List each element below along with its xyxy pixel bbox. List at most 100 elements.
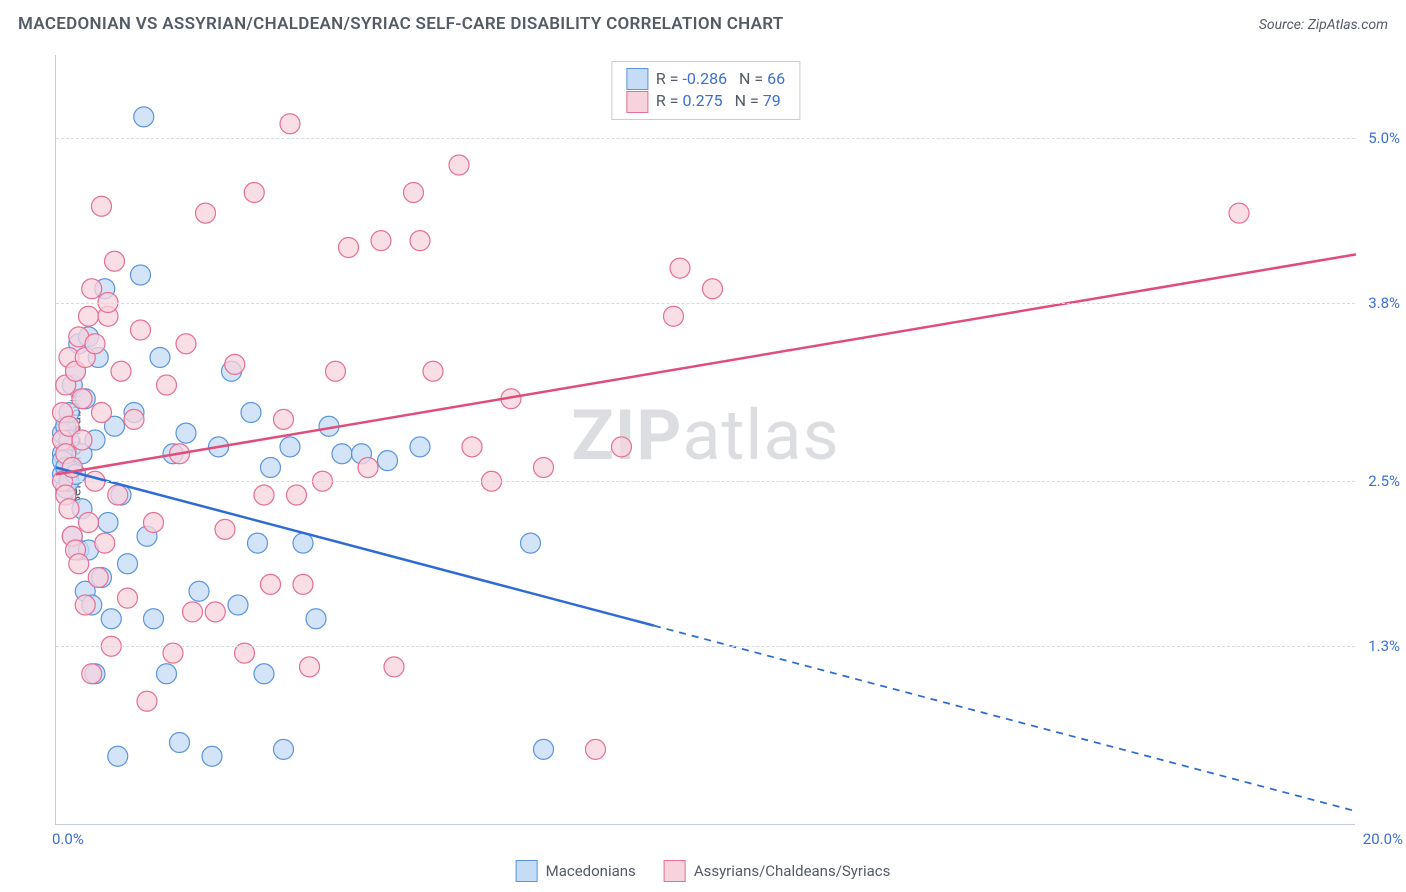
- series-legend-item: Assyrians/Chaldeans/Syriacs: [664, 860, 891, 882]
- data-point: [280, 114, 300, 134]
- gridline: [56, 481, 1355, 482]
- data-point: [215, 519, 235, 539]
- data-point: [59, 499, 79, 519]
- data-point: [228, 595, 248, 615]
- data-point: [170, 733, 190, 753]
- chart-svg: [56, 55, 1355, 824]
- data-point: [101, 609, 121, 629]
- data-point: [410, 437, 430, 457]
- data-point: [79, 306, 99, 326]
- source-label: Source: ZipAtlas.com: [1259, 17, 1388, 33]
- data-point: [664, 306, 684, 326]
- data-point: [92, 403, 112, 423]
- data-point: [703, 279, 723, 299]
- data-point: [339, 238, 359, 258]
- data-point: [92, 196, 112, 216]
- legend-swatch: [664, 860, 686, 882]
- data-point: [261, 574, 281, 594]
- chart-plot-area: ZIPatlas R = -0.286 N = 66R = 0.275 N = …: [55, 55, 1355, 825]
- data-point: [410, 231, 430, 251]
- gridline: [56, 138, 1355, 139]
- data-point: [75, 595, 95, 615]
- data-point: [462, 437, 482, 457]
- data-point: [274, 739, 294, 759]
- data-point: [670, 258, 690, 278]
- data-point: [248, 533, 268, 553]
- legend-swatch: [516, 860, 538, 882]
- data-point: [124, 409, 144, 429]
- legend-swatch: [626, 68, 648, 90]
- data-point: [1229, 203, 1249, 223]
- data-point: [225, 354, 245, 374]
- data-point: [534, 458, 554, 478]
- data-point: [108, 746, 128, 766]
- data-point: [196, 203, 216, 223]
- data-point: [241, 403, 261, 423]
- data-point: [131, 320, 151, 340]
- data-point: [261, 458, 281, 478]
- y-tick-label: 5.0%: [1368, 129, 1400, 147]
- data-point: [79, 513, 99, 533]
- chart-title: MACEDONIAN VS ASSYRIAN/CHALDEAN/SYRIAC S…: [18, 14, 784, 34]
- y-tick-label: 3.8%: [1368, 294, 1400, 312]
- data-point: [82, 664, 102, 684]
- series-legend-label: Macedonians: [546, 862, 636, 880]
- data-point: [202, 746, 222, 766]
- data-point: [378, 451, 398, 471]
- data-point: [293, 533, 313, 553]
- legend-swatch: [626, 91, 648, 113]
- data-point: [423, 361, 443, 381]
- data-point: [254, 664, 274, 684]
- data-point: [88, 568, 108, 588]
- series-legend-label: Assyrians/Chaldeans/Syriacs: [694, 862, 891, 880]
- data-point: [82, 279, 102, 299]
- x-tick-max: 20.0%: [1363, 830, 1403, 848]
- data-point: [326, 361, 346, 381]
- correlation-legend: R = -0.286 N = 66R = 0.275 N = 79: [611, 61, 800, 120]
- data-point: [98, 513, 118, 533]
- gridline: [56, 646, 1355, 647]
- data-point: [244, 183, 264, 203]
- data-point: [72, 389, 92, 409]
- data-point: [274, 409, 294, 429]
- data-point: [306, 609, 326, 629]
- data-point: [144, 513, 164, 533]
- y-tick-label: 2.5%: [1368, 472, 1400, 490]
- data-point: [118, 588, 138, 608]
- series-legend: Macedonians Assyrians/Chaldeans/Syriacs: [516, 860, 891, 882]
- trend-line-extrapolated: [654, 626, 1356, 812]
- source-prefix: Source:: [1259, 17, 1308, 33]
- data-point: [131, 265, 151, 285]
- data-point: [118, 554, 138, 574]
- data-point: [111, 361, 131, 381]
- data-point: [137, 691, 157, 711]
- data-point: [332, 444, 352, 464]
- data-point: [176, 334, 196, 354]
- data-point: [108, 485, 128, 505]
- data-point: [95, 533, 115, 553]
- data-point: [287, 485, 307, 505]
- data-point: [371, 231, 391, 251]
- y-tick-label: 1.3%: [1368, 637, 1400, 655]
- data-point: [404, 183, 424, 203]
- data-point: [72, 430, 92, 450]
- source-name: ZipAtlas.com: [1308, 17, 1388, 33]
- data-point: [586, 739, 606, 759]
- data-point: [384, 657, 404, 677]
- data-point: [157, 664, 177, 684]
- legend-row: R = 0.275 N = 79: [626, 90, 785, 112]
- data-point: [449, 155, 469, 175]
- data-point: [105, 251, 125, 271]
- data-point: [176, 423, 196, 443]
- data-point: [534, 739, 554, 759]
- data-point: [612, 437, 632, 457]
- data-point: [134, 107, 154, 127]
- data-point: [69, 554, 89, 574]
- data-point: [293, 574, 313, 594]
- legend-stat: R = -0.286 N = 66: [656, 68, 785, 90]
- data-point: [358, 458, 378, 478]
- series-legend-item: Macedonians: [516, 860, 636, 882]
- legend-stat: R = 0.275 N = 79: [656, 90, 781, 112]
- legend-row: R = -0.286 N = 66: [626, 68, 785, 90]
- data-point: [280, 437, 300, 457]
